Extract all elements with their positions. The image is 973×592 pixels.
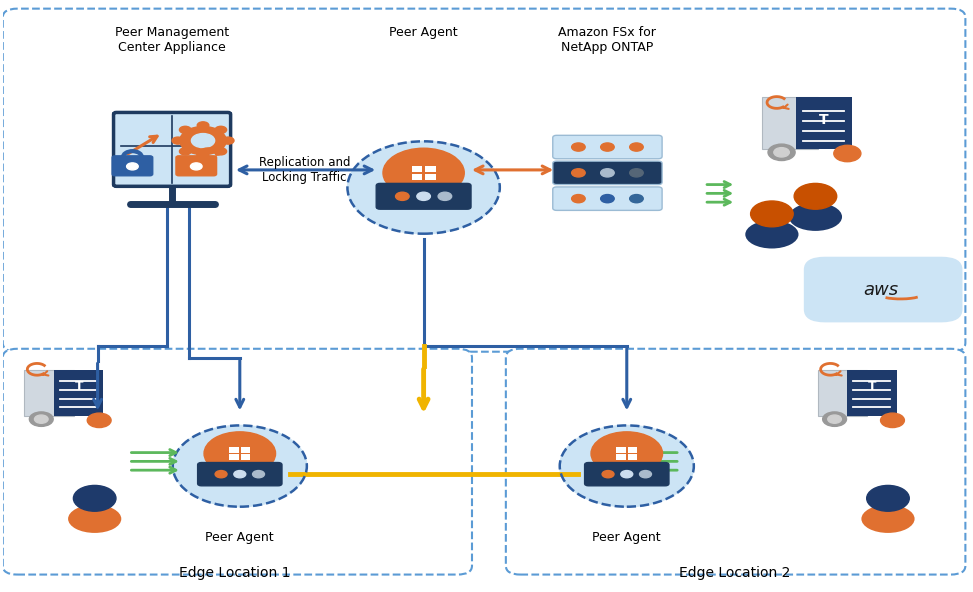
FancyBboxPatch shape: [114, 112, 231, 186]
Circle shape: [774, 147, 789, 157]
Text: T: T: [819, 113, 829, 127]
Text: aws: aws: [864, 281, 899, 299]
FancyBboxPatch shape: [817, 370, 867, 416]
Circle shape: [198, 152, 209, 159]
Circle shape: [34, 415, 48, 423]
Circle shape: [347, 141, 500, 234]
FancyBboxPatch shape: [198, 462, 282, 486]
FancyBboxPatch shape: [616, 454, 626, 460]
Circle shape: [768, 144, 795, 160]
Text: Edge Location 1: Edge Location 1: [179, 566, 291, 580]
Circle shape: [253, 471, 265, 478]
Circle shape: [571, 143, 585, 151]
Circle shape: [600, 195, 614, 202]
FancyBboxPatch shape: [3, 349, 472, 575]
Text: T: T: [868, 381, 877, 394]
Text: Amazon FSx for
NetApp ONTAP: Amazon FSx for NetApp ONTAP: [559, 26, 657, 54]
Circle shape: [828, 415, 842, 423]
FancyBboxPatch shape: [54, 370, 103, 416]
Ellipse shape: [745, 220, 799, 249]
FancyBboxPatch shape: [3, 9, 965, 352]
FancyBboxPatch shape: [585, 462, 669, 486]
FancyBboxPatch shape: [112, 156, 153, 176]
Circle shape: [834, 145, 861, 162]
Circle shape: [29, 412, 54, 426]
Circle shape: [881, 413, 904, 427]
Circle shape: [630, 195, 643, 202]
FancyBboxPatch shape: [241, 447, 250, 453]
FancyBboxPatch shape: [230, 447, 238, 453]
Circle shape: [867, 485, 910, 511]
Circle shape: [215, 471, 227, 478]
Circle shape: [198, 122, 209, 129]
Text: Peer Management
Center Appliance: Peer Management Center Appliance: [115, 26, 230, 54]
Circle shape: [630, 143, 643, 151]
FancyBboxPatch shape: [616, 447, 626, 453]
FancyBboxPatch shape: [796, 96, 852, 149]
Circle shape: [234, 471, 246, 478]
FancyBboxPatch shape: [553, 136, 662, 159]
FancyBboxPatch shape: [628, 447, 637, 453]
Circle shape: [822, 412, 847, 426]
Circle shape: [750, 201, 793, 227]
FancyBboxPatch shape: [412, 166, 422, 172]
Circle shape: [179, 126, 191, 133]
Circle shape: [639, 471, 652, 478]
FancyBboxPatch shape: [506, 349, 965, 575]
FancyBboxPatch shape: [412, 173, 422, 180]
Circle shape: [173, 426, 306, 507]
FancyBboxPatch shape: [553, 161, 662, 185]
FancyBboxPatch shape: [176, 156, 217, 176]
FancyBboxPatch shape: [847, 370, 897, 416]
FancyBboxPatch shape: [425, 173, 436, 180]
FancyBboxPatch shape: [553, 187, 662, 210]
FancyBboxPatch shape: [762, 96, 818, 149]
Circle shape: [191, 163, 202, 170]
Ellipse shape: [789, 202, 842, 231]
Circle shape: [621, 471, 632, 478]
Text: Replication and
Locking Traffic: Replication and Locking Traffic: [259, 156, 350, 184]
Text: Peer Agent: Peer Agent: [593, 530, 661, 543]
Circle shape: [600, 143, 614, 151]
Circle shape: [571, 195, 585, 202]
Circle shape: [73, 485, 116, 511]
Circle shape: [794, 184, 837, 209]
Circle shape: [571, 169, 585, 177]
Circle shape: [215, 126, 227, 133]
Circle shape: [383, 148, 464, 198]
Circle shape: [204, 432, 275, 475]
Circle shape: [192, 134, 215, 147]
Ellipse shape: [861, 505, 915, 533]
Text: T: T: [75, 381, 83, 394]
Circle shape: [591, 432, 663, 475]
Text: Peer Agent: Peer Agent: [389, 26, 458, 39]
Text: Edge Location 2: Edge Location 2: [679, 566, 791, 580]
Circle shape: [88, 413, 111, 427]
FancyBboxPatch shape: [628, 454, 637, 460]
Circle shape: [416, 192, 430, 201]
FancyBboxPatch shape: [425, 166, 436, 172]
Ellipse shape: [68, 505, 122, 533]
Circle shape: [179, 148, 191, 155]
Circle shape: [396, 192, 409, 201]
FancyBboxPatch shape: [230, 454, 238, 460]
Text: Peer Agent: Peer Agent: [205, 530, 274, 543]
FancyBboxPatch shape: [241, 454, 250, 460]
Circle shape: [223, 137, 234, 144]
Circle shape: [630, 169, 643, 177]
Circle shape: [215, 148, 227, 155]
Circle shape: [180, 127, 227, 155]
Circle shape: [438, 192, 451, 201]
Circle shape: [602, 471, 614, 478]
Circle shape: [126, 163, 138, 170]
FancyBboxPatch shape: [24, 370, 74, 416]
FancyBboxPatch shape: [804, 257, 962, 323]
Circle shape: [600, 169, 614, 177]
Circle shape: [559, 426, 694, 507]
FancyBboxPatch shape: [377, 184, 471, 209]
Circle shape: [172, 137, 184, 144]
